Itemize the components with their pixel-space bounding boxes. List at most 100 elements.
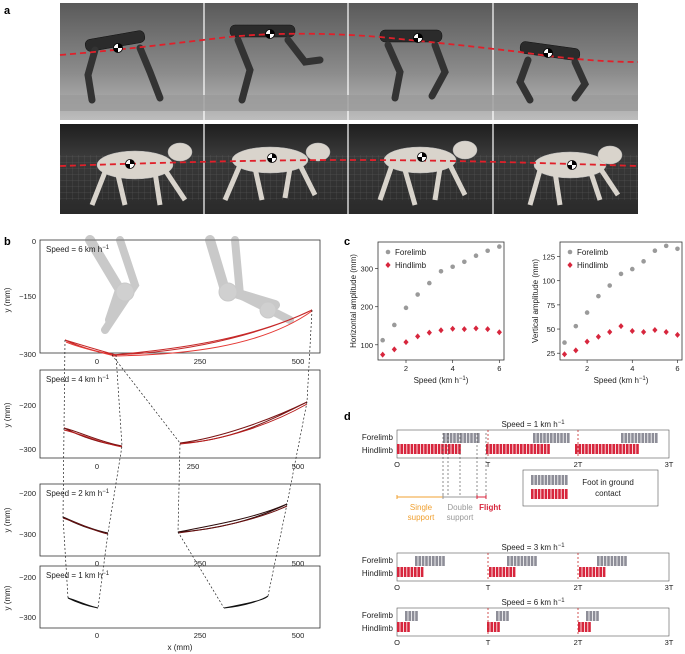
legend-hindlimb-swatch (548, 489, 551, 499)
forelimb-contact-bar (556, 433, 560, 443)
hindlimb-contact-bar (489, 444, 492, 454)
panel-b-subplot-1kmh: Speed = 1 km h−1 −200 −300 0 250 500 (19, 565, 321, 640)
forelimb-contact-bar (596, 611, 599, 621)
forelimb-label: Forelimb (362, 556, 394, 565)
hindlimb-contact-bar (589, 567, 592, 577)
hindlimb-contact-bar (420, 444, 424, 454)
hindlimb-contact-bar (407, 567, 410, 577)
forelimb-contact-bar (443, 433, 446, 443)
y-tick: −300 (19, 530, 36, 539)
forelimb-contact-bar (543, 433, 546, 443)
hindlimb-point (629, 327, 635, 334)
hindlimb-contact-bar (417, 444, 420, 454)
hindlimb-contact-bar (410, 444, 414, 454)
forelimb-contact-bar (408, 611, 411, 621)
forelimb-point (652, 248, 658, 254)
hindlimb-contact-bar (403, 622, 407, 632)
y-axis-label: Horizontal amplitude (mm) (349, 254, 358, 348)
hindlimb-contact-bar (400, 567, 403, 577)
hindlimb-contact-bar (520, 444, 523, 454)
x-tick: 250 (187, 462, 200, 471)
x-tick-label: 4 (630, 364, 634, 373)
forelimb-contact-bar (539, 433, 543, 443)
y-tick: −300 (19, 445, 36, 454)
legend-hindlimb-swatch (541, 489, 544, 499)
hindlimb-contact-bar (487, 622, 490, 632)
hindlimb-contact-bar (602, 444, 605, 454)
legend-hindlimb-swatch (534, 489, 537, 499)
forelimb-point (497, 244, 502, 249)
forelimb-contact-bar (513, 556, 517, 566)
hindlimb-contact-bar (493, 622, 497, 632)
hindlimb-point (652, 327, 658, 334)
forelimb-label: Forelimb (362, 611, 394, 620)
dog-com-trajectory (59, 159, 639, 167)
legend-hindlimb-swatch (544, 489, 548, 499)
forelimb-point (462, 259, 467, 265)
hindlimb-contact-bar (414, 444, 417, 454)
y-tick: −200 (19, 489, 36, 498)
forelimb-contact-bar (614, 556, 617, 566)
hindlimb-contact-bar (588, 444, 592, 454)
hindlimb-point (640, 328, 647, 335)
dog-com-marker (417, 152, 427, 162)
hindlimb-contact-bar (578, 622, 581, 632)
hindlimb-contact-bar (506, 567, 509, 577)
forelimb-contact-bar (460, 433, 463, 443)
hindlimb-contact-bar (495, 567, 499, 577)
hindlimb-contact-bar (420, 567, 424, 577)
forelimb-contact-bar (473, 433, 477, 443)
hindlimb-contact-bar (407, 622, 410, 632)
period-tick: T (486, 638, 491, 647)
forelimb-contact-bar (507, 556, 510, 566)
hindlimb-contact-bar (400, 622, 403, 632)
x-tick: 0 (95, 357, 99, 366)
x-tick-label: 6 (675, 364, 679, 373)
hindlimb-contact-bar (582, 567, 585, 577)
hindlimb-point (584, 338, 590, 345)
plot-frame (377, 241, 505, 361)
y-tick: −300 (19, 613, 36, 622)
hindlimb-contact-bar (537, 444, 540, 454)
x-axis-label: Speed (km h−1) (414, 376, 469, 385)
forelimb-contact-bar (530, 556, 534, 566)
hindlimb-contact-bar (506, 444, 509, 454)
hindlimb-point (607, 328, 613, 335)
forelimb-contact-bar (520, 556, 524, 566)
period-tick: 3T (665, 460, 674, 469)
hindlimb-point (426, 329, 432, 336)
forelimb-point (403, 305, 409, 311)
y-axis-label: y (mm) (3, 507, 12, 532)
hindlimb-contact-bar (499, 444, 503, 454)
hindlimb-contact-bar (622, 444, 626, 454)
hindlimb-point (496, 329, 502, 336)
y-tick-label: 100 (360, 341, 373, 350)
y-axis-label: y (mm) (3, 402, 12, 427)
hindlimb-contact-bar (513, 444, 516, 454)
panel-label-d: d (344, 411, 351, 423)
period-tick: 2T (574, 583, 583, 592)
forelimb-contact-bar (597, 556, 600, 566)
y-axis-label: y (mm) (3, 585, 12, 610)
forelimb-contact-bar (603, 556, 607, 566)
robot-com-marker (265, 29, 275, 39)
forelimb-contact-bar (631, 433, 634, 443)
x-tick-label: 2 (585, 364, 589, 373)
hindlimb-contact-bar (497, 622, 500, 632)
period-tick: 3T (665, 583, 674, 592)
y-tick: −200 (19, 401, 36, 410)
forelimb-contact-bar (563, 433, 567, 443)
forelimb-contact-bar (435, 556, 438, 566)
period-tick: O (394, 460, 400, 469)
hindlimb-contact-bar (629, 444, 632, 454)
forelimb-contact-bar (621, 433, 624, 443)
forelimb-contact-bar (638, 433, 641, 443)
forelimb-contact-bar (560, 433, 563, 443)
forelimb-contact-bar (617, 556, 620, 566)
legend-forelimb-swatch (531, 475, 534, 485)
hindlimb-contact-bar (612, 444, 615, 454)
horizontal-amplitude-chart: 2 4 6 100 200 300 Speed (km h−1) Horizontal amp… (349, 241, 505, 385)
double-support-label: Double (447, 503, 473, 512)
hindlimb-contact-bar (530, 444, 533, 454)
forelimb-contact-bar (586, 611, 589, 621)
